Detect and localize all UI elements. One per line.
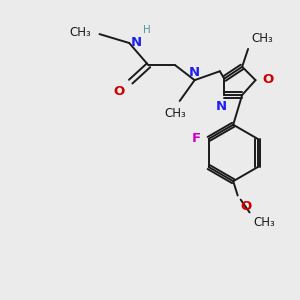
Text: N: N: [216, 100, 227, 113]
Text: O: O: [262, 73, 273, 86]
Text: F: F: [191, 132, 200, 146]
Text: CH₃: CH₃: [164, 107, 186, 121]
Text: CH₃: CH₃: [254, 216, 275, 229]
Text: CH₃: CH₃: [251, 32, 273, 45]
Text: CH₃: CH₃: [69, 26, 91, 39]
Text: N: N: [189, 66, 200, 79]
Text: O: O: [241, 200, 252, 213]
Text: O: O: [113, 85, 125, 98]
Text: N: N: [131, 36, 142, 49]
Text: H: H: [143, 25, 151, 35]
